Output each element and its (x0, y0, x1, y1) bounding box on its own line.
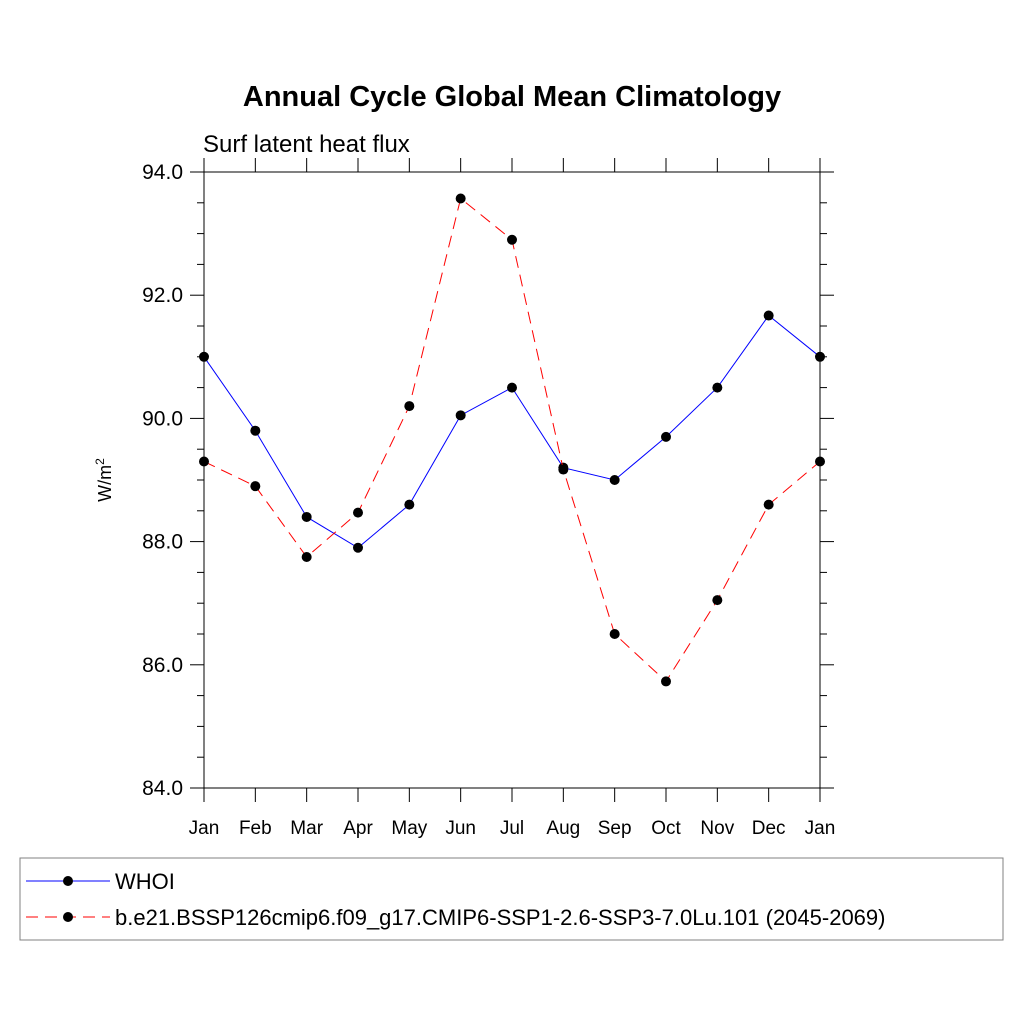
plot-border (203, 171, 821, 789)
y-axis-label-superscript: 2 (93, 458, 107, 465)
chart-title: Annual Cycle Global Mean Climatology (243, 81, 781, 113)
x-tick-label: Jun (445, 818, 476, 839)
x-tick-label: Mar (290, 818, 323, 839)
series-1-point (301, 511, 312, 522)
y-tick-label: 94.0 (142, 161, 183, 184)
x-tick-label: Jan (805, 818, 836, 839)
x-tick-label: May (391, 818, 427, 839)
x-tick-label: Jul (500, 818, 524, 839)
y-tick-labels: 84.0 86.0 88.0 90.0 92.0 94.0 (142, 161, 183, 800)
series-line-1 (203, 314, 821, 549)
series-1-point (815, 351, 825, 362)
series-2-point (609, 629, 620, 639)
series-1-point (404, 499, 415, 510)
plot-frame (203, 171, 821, 789)
series-1-point (661, 431, 671, 442)
legend-label-2: b.e21.BSSP126cmip6.f09_g17.CMIP6-SSP1-2.… (115, 905, 885, 930)
series-group (199, 193, 825, 687)
y-tick-label: 84.0 (142, 777, 183, 800)
series-2-point (763, 499, 774, 510)
series-2-point (199, 456, 209, 467)
x-tick-label: Jan (189, 818, 220, 839)
x-tick-labels: Jan Feb Mar Apr May Jun Jul Aug Sep Oct Nov Dec Jan (189, 818, 836, 839)
series-2-point (507, 234, 517, 245)
series-1-point (609, 475, 620, 485)
legend-marker-1 (63, 876, 73, 886)
series-1-point (455, 410, 466, 421)
series-1-point (353, 542, 363, 553)
series-2-point (558, 464, 569, 475)
y-tick-label: 88.0 (142, 531, 183, 554)
series-line-2 (203, 197, 821, 683)
series-1-point (763, 310, 774, 321)
series-2-point (712, 595, 723, 606)
y-tick-label: 90.0 (142, 407, 183, 430)
x-tick-label: Oct (651, 818, 681, 839)
y-axis-label-unit: W/m (95, 465, 115, 502)
series-1-point (250, 425, 261, 436)
legend-box (19, 857, 1004, 941)
series-1-point (507, 382, 517, 393)
series-1-point (199, 351, 209, 362)
series-2-point (815, 456, 825, 467)
y-tick-label: 86.0 (142, 654, 183, 677)
x-tick-label: Apr (343, 818, 373, 839)
series-2-point (404, 401, 415, 412)
y-tick-label: 92.0 (142, 284, 183, 307)
series-2-point (661, 676, 671, 687)
x-tick-label: Feb (239, 818, 272, 839)
x-tick-label: Sep (598, 818, 632, 839)
series-2-point (455, 193, 466, 204)
series-2-point (301, 552, 312, 562)
y-axis-label: W/m2 (93, 458, 115, 502)
chart-subtitle: Surf latent heat flux (203, 131, 410, 158)
x-tick-label: Nov (700, 818, 734, 839)
series-2-point (250, 481, 261, 492)
series-2-point (353, 507, 363, 518)
legend: WHOI b.e21.BSSP126cmip6.f09_g17.CMIP6-SSP… (19, 857, 1004, 941)
series-1-point (712, 382, 723, 393)
legend-marker-2 (63, 912, 73, 922)
x-tick-label: Aug (546, 818, 580, 839)
y-axis-label-group: W/m2 (93, 458, 115, 502)
x-tick-label: Dec (752, 818, 786, 839)
legend-label-1: WHOI (115, 869, 175, 894)
axis-ticks (190, 158, 834, 802)
